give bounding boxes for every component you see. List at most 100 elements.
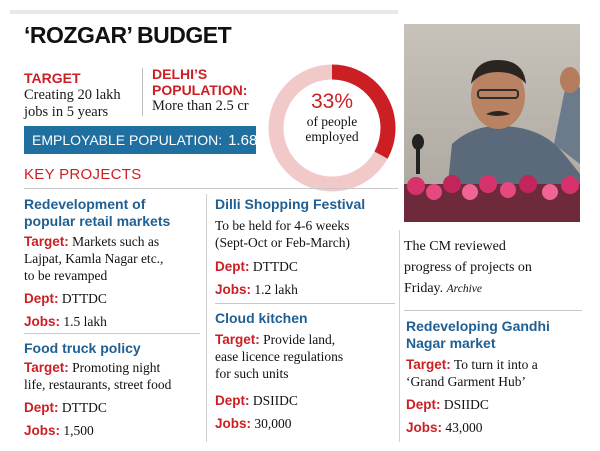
project-gandhi-dept: Dept: DSIIDC (406, 397, 489, 413)
caption-friday: Friday. (404, 281, 444, 296)
photo-glasses (477, 89, 519, 99)
employable-value: 1.68 cr (228, 132, 274, 149)
project-gandhi-target-line-2: ‘Grand Garment Hub’ (406, 374, 526, 389)
project-food-target: Target: Promoting night (24, 360, 160, 376)
employed-ring-chart (268, 64, 396, 192)
photo-face (471, 63, 525, 129)
photo-hand (560, 67, 580, 93)
delhi-label-line-2: POPULATION: (152, 82, 248, 98)
photo-flower (407, 177, 425, 195)
jobs-label: Jobs: (215, 282, 252, 297)
project-divider (24, 333, 200, 334)
employed-text-line-2: employed (305, 129, 359, 144)
employed-text: of people employed (266, 114, 398, 144)
caption-line-2: progress of projects on (404, 260, 532, 275)
caption-line-1: The CM reviewed (404, 239, 506, 254)
jobs-label: Jobs: (406, 420, 443, 435)
dept-label: Dept: (24, 400, 59, 415)
employed-percent: 33% (310, 90, 354, 113)
photo-microphone (416, 144, 420, 174)
target-value: Promoting night (68, 360, 161, 375)
target-label: Target: (24, 360, 69, 375)
project-retail-title-line-1: Redevelopment of (24, 196, 146, 212)
project-festival-jobs: Jobs: 1.2 lakh (215, 282, 298, 298)
photo-flower (426, 184, 442, 200)
dept-label: Dept: (24, 291, 59, 306)
column-divider (206, 194, 207, 442)
target-value: Markets such as (68, 234, 160, 249)
cm-photo (404, 24, 580, 222)
target-label: Target: (406, 357, 451, 372)
photo-mustache (486, 111, 510, 116)
photo-flower (561, 176, 579, 194)
delhi-population-value: More than 2.5 cr (152, 98, 249, 114)
project-retail-title: Redevelopment of popular retail markets (24, 196, 170, 230)
target-value: To turn it into a (450, 357, 538, 372)
target-value: Provide land, (259, 332, 336, 347)
project-divider (404, 310, 582, 311)
project-cloud-dept: Dept: DSIIDC (215, 393, 298, 409)
project-food-jobs: Jobs: 1,500 (24, 423, 94, 439)
dept-label: Dept: (215, 393, 250, 408)
project-gandhi-target: Target: To turn it into a (406, 357, 538, 373)
project-retail-target-line-3: to be revamped (24, 268, 108, 283)
project-divider (215, 303, 395, 304)
photo-flower (500, 182, 516, 198)
project-food-title: Food truck policy (24, 340, 141, 356)
project-retail-target-line-2: Lajpat, Kamla Nagar etc., (24, 251, 164, 266)
project-retail-jobs: Jobs: 1.5 lakh (24, 314, 107, 330)
jobs-value: 43,000 (442, 420, 483, 435)
column-divider (399, 230, 400, 442)
dept-value: DTTDC (58, 291, 107, 306)
project-food-target-line-2: life, restaurants, street food (24, 377, 172, 392)
jobs-label: Jobs: (24, 423, 61, 438)
photo-flower (479, 175, 497, 193)
caption-archive-credit: Archive (446, 283, 482, 295)
project-cloud-target-line-2: ease licence regulations (215, 349, 344, 364)
project-retail-target: Target: Markets such as (24, 234, 159, 250)
photo-arm (554, 81, 580, 164)
dept-label: Dept: (406, 397, 441, 412)
employable-label: EMPLOYABLE POPULATION: (32, 132, 223, 148)
key-projects-heading: KEY PROJECTS (24, 166, 142, 183)
project-cloud-title: Cloud kitchen (215, 310, 308, 326)
target-label: Target: (24, 234, 69, 249)
project-gandhi-title-line-2: Nagar market (406, 335, 496, 351)
target-text-line-1: Creating 20 lakh (24, 87, 121, 103)
project-cloud-jobs: Jobs: 30,000 (215, 416, 292, 432)
project-gandhi-jobs: Jobs: 43,000 (406, 420, 483, 436)
jobs-value: 1.2 lakh (251, 282, 298, 297)
delhi-label-line-1: DELHI’S (152, 66, 208, 82)
employed-text-line-1: of people (306, 114, 358, 129)
project-festival-title: Dilli Shopping Festival (215, 196, 366, 212)
dept-value: DSIIDC (440, 397, 489, 412)
dept-value: DTTDC (249, 259, 298, 274)
target-label: TARGET (24, 70, 81, 86)
dept-value: DSIIDC (249, 393, 298, 408)
jobs-value: 30,000 (251, 416, 292, 431)
project-gandhi-title: Redeveloping Gandhi Nagar market (406, 318, 550, 352)
jobs-label: Jobs: (24, 314, 61, 329)
photo-flower (443, 175, 461, 193)
photo-flower (462, 184, 478, 200)
target-label: Target: (215, 332, 260, 347)
project-festival-text-line-1: To be held for 4-6 weeks (215, 218, 350, 233)
ring-progress (268, 64, 396, 192)
target-text: Creating 20 lakh jobs in 5 years (24, 87, 144, 121)
project-festival-text-line-2: (Sept-Oct or Feb-March) (215, 235, 350, 250)
project-gandhi-title-line-1: Redeveloping Gandhi (406, 318, 550, 334)
photo-mic-head (412, 134, 424, 150)
photo-caption: The CM reviewed progress of projects on … (404, 236, 584, 300)
title-top-rule (10, 10, 398, 14)
project-cloud-target: Target: Provide land, (215, 332, 335, 348)
delhi-population-label: DELHI’S POPULATION: (152, 66, 272, 98)
jobs-value: 1,500 (60, 423, 94, 438)
photo-flower (519, 175, 537, 193)
project-retail-title-line-2: popular retail markets (24, 213, 171, 229)
target-text-line-2: jobs in 5 years (24, 104, 109, 120)
dept-label: Dept: (215, 259, 250, 274)
stat-divider (142, 68, 143, 116)
employable-population-bar: EMPLOYABLE POPULATION: 1.68 cr (24, 126, 274, 154)
dept-value: DTTDC (58, 400, 107, 415)
key-projects-rule (24, 188, 398, 189)
